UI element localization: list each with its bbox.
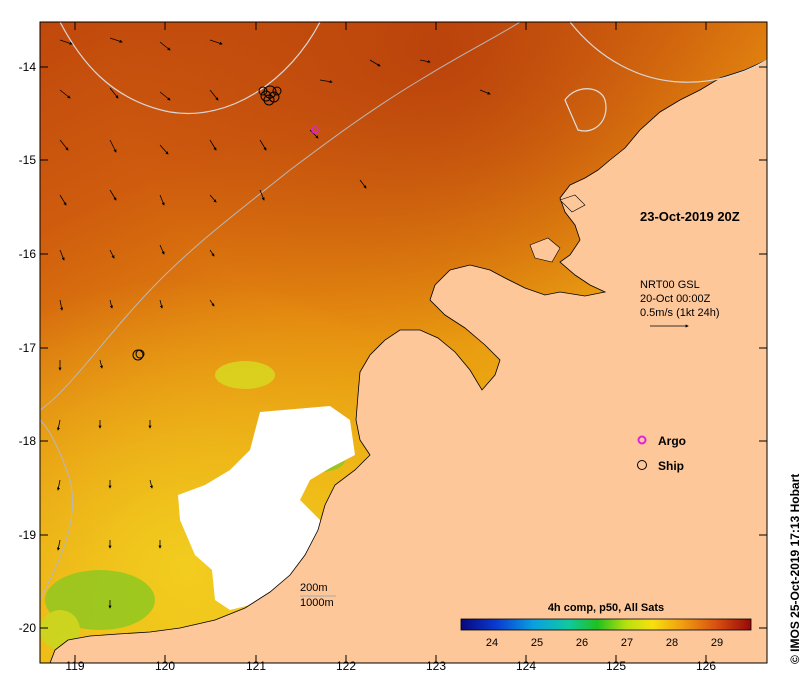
colorbar-tick: 29 [711,637,723,649]
x-tick-label: 123 [426,659,446,672]
y-tick-label: -17 [19,341,37,355]
land-mass [49,59,767,663]
argo-legend-icon [637,435,647,445]
x-tick-label: 120 [155,659,175,672]
x-axis [74,22,707,663]
x-tick-label: 124 [516,659,536,672]
current-info: NRT00 GSL 20-Oct 00:00Z 0.5m/s (1kt 24h) [640,279,719,319]
y-tick-label: -14 [19,60,37,74]
x-tick-label: 126 [696,659,716,672]
x-tick-label: 119 [65,659,84,672]
y-tick-label: -19 [19,528,37,542]
colorbar-tick: 27 [621,637,633,649]
colorbar-tick: 28 [666,637,678,649]
x-tick-label: 122 [336,659,356,672]
x-tick-label: 121 [246,659,266,672]
ship-label: Ship [658,459,684,473]
colorbar-tick: 25 [531,637,543,649]
colorbar-tick: 24 [486,637,498,649]
contour-legend: 200m 1000m [300,582,336,609]
current-scale: 0.5m/s (1kt 24h) [640,307,719,319]
colorbar-title: 4h comp, p50, All Sats [548,602,664,614]
colorbar-gradient [460,618,752,631]
argo-label: Argo [658,434,686,448]
ship-legend-icon [637,460,647,470]
y-axis [40,66,767,629]
contour-1000m-label: 1000m [300,597,334,609]
contour-200m [40,22,521,411]
colorbar: 4h comp, p50, All Sats 24 25 26 27 28 29 [460,602,752,649]
current-vectors [56,37,491,609]
y-tick-label: -16 [19,247,37,261]
argo-float [311,126,319,134]
map-plot-area [40,22,767,663]
y-tick-label: -20 [19,621,37,635]
y-tick-label: -18 [19,434,37,448]
current-model: NRT00 GSL [640,279,700,291]
colorbar-tick: 26 [576,637,588,649]
ship-positions [132,85,282,361]
y-tick-label: -15 [19,153,37,167]
credit-text: © IMOS 25-Oct-2019 17:13 Hobart [788,474,802,664]
current-date: 20-Oct 00:00Z [640,293,711,305]
contour-200m-label: 200m [300,582,328,594]
x-tick-label: 125 [606,659,626,672]
map-frame [39,21,768,664]
contour-1000m [59,22,321,114]
marker-legend: Argo Ship [637,434,686,473]
date-label: 23-Oct-2019 20Z [640,209,740,224]
